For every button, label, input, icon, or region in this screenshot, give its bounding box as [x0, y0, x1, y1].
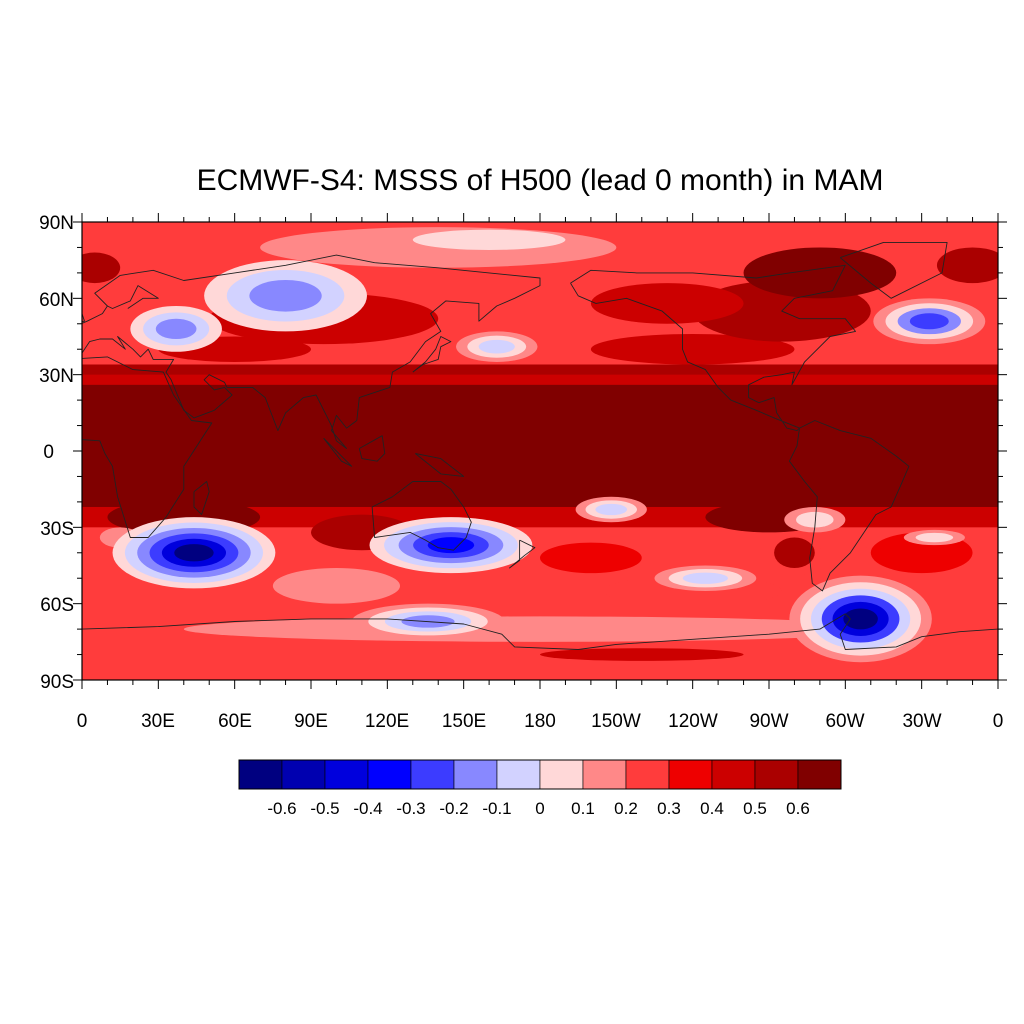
lat-label-eq: 0 — [43, 442, 54, 463]
lon-label-0: 0 — [77, 711, 88, 732]
coastline — [371, 481, 472, 551]
cbar-label-m03: -0.3 — [396, 799, 425, 818]
lon-label-30e: 30E — [141, 711, 175, 732]
colorbar: -0.6 -0.5 -0.4 -0.3 -0.2 -0.1 0 0.1 0.2 … — [238, 759, 842, 818]
colorbar-swatch — [367, 759, 412, 790]
coastline — [323, 437, 353, 467]
colorbar-swatch — [539, 759, 584, 790]
coastline — [82, 613, 998, 650]
cbar-label-0: 0 — [535, 799, 544, 818]
contour-blob — [843, 608, 878, 630]
colorbar-swatch — [410, 759, 455, 790]
contour-region — [82, 252, 121, 284]
lat-label-30s: 30S — [40, 519, 74, 540]
colorbar-swatch — [754, 759, 799, 790]
contour-blob — [155, 318, 197, 340]
contour-blob — [249, 279, 322, 312]
coastline — [82, 254, 541, 449]
contour-blob — [682, 572, 729, 584]
lon-label-120w: 120W — [668, 711, 718, 732]
contour-region — [590, 333, 795, 365]
coastline — [412, 336, 452, 373]
colorbar-swatch — [797, 759, 842, 790]
contour-region — [412, 229, 566, 250]
contour-blob — [915, 532, 954, 543]
lon-label-60w: 60W — [825, 711, 864, 732]
colorbar-swatch — [453, 759, 498, 790]
contour-region — [774, 537, 815, 569]
colorbar-swatch — [668, 759, 713, 790]
contour-fill-layer — [82, 227, 998, 663]
contour-blob — [796, 511, 834, 528]
colorbar-swatch — [711, 759, 756, 790]
colorbar-swatch — [281, 759, 326, 790]
lat-label-60s: 60S — [40, 595, 74, 616]
lat-axis-labels: 90N 60N 30N 0 30S 60S 90S — [39, 213, 74, 693]
lon-label-180: 180 — [524, 711, 556, 732]
cbar-label-m02: -0.2 — [439, 799, 468, 818]
map-title: ECMWF-S4: MSSS of H500 (lead 0 month) in… — [196, 164, 884, 197]
contour-blob — [174, 544, 214, 562]
colorbar-swatch — [496, 759, 541, 790]
lat-label-30n: 30N — [39, 366, 74, 387]
lon-label-150e: 150E — [442, 711, 486, 732]
lat-label-90n: 90N — [39, 213, 74, 234]
contour-band — [82, 364, 998, 375]
coastline — [415, 453, 465, 477]
contour-blob — [595, 503, 628, 516]
colorbar-swatch — [238, 759, 283, 790]
lon-label-90e: 90E — [294, 711, 328, 732]
coastline — [107, 285, 159, 309]
lon-label-30w: 30W — [902, 711, 941, 732]
lat-label-90s: 90S — [40, 672, 74, 693]
coastline — [358, 435, 386, 462]
lat-label-60n: 60N — [39, 290, 74, 311]
cbar-label-01: 0.1 — [571, 799, 595, 818]
cbar-label-02: 0.2 — [614, 799, 638, 818]
cbar-label-06: 0.6 — [786, 799, 810, 818]
contour-region — [540, 648, 744, 661]
coastline-layer — [82, 241, 998, 650]
axis-ticks — [73, 213, 1007, 689]
contour-region — [540, 542, 642, 574]
contour-region — [183, 616, 897, 642]
colorbar-frame — [238, 759, 842, 790]
cbar-label-m05: -0.5 — [310, 799, 339, 818]
contour-blob — [478, 339, 515, 354]
contour-region — [936, 247, 998, 284]
cbar-label-03: 0.3 — [657, 799, 681, 818]
contour-band-tropics — [82, 384, 998, 507]
contour-region — [799, 545, 892, 586]
plot-area — [81, 221, 999, 681]
colorbar-swatch — [324, 759, 369, 790]
contour-region — [590, 283, 744, 324]
lon-label-120e: 120E — [365, 711, 409, 732]
coastline — [570, 264, 856, 432]
cbar-label-04: 0.4 — [700, 799, 724, 818]
cbar-label-m04: -0.4 — [353, 799, 382, 818]
contour-region — [272, 568, 401, 604]
lon-label-360: 0 — [993, 711, 1004, 732]
coastline — [509, 539, 536, 569]
lon-label-150w: 150W — [591, 711, 641, 732]
cbar-label-05: 0.5 — [743, 799, 767, 818]
contour-region — [743, 247, 897, 299]
coastline — [193, 481, 210, 516]
lon-label-90w: 90W — [749, 711, 788, 732]
coastline — [788, 420, 910, 592]
colorbar-swatches — [238, 759, 842, 790]
cbar-label-m06: -0.6 — [267, 799, 296, 818]
coastline — [839, 241, 948, 299]
colorbar-labels: -0.6 -0.5 -0.4 -0.3 -0.2 -0.1 0 0.1 0.2 … — [267, 799, 809, 818]
cbar-label-m01: -0.1 — [482, 799, 511, 818]
coastline — [82, 356, 213, 538]
colorbar-swatch — [582, 759, 627, 790]
contour-blob — [909, 313, 949, 330]
lon-axis-labels: 0 30E 60E 90E 120E 150E 180 150W 120W 90… — [77, 711, 1004, 732]
lon-label-60e: 60E — [218, 711, 252, 732]
colorbar-swatch — [625, 759, 670, 790]
